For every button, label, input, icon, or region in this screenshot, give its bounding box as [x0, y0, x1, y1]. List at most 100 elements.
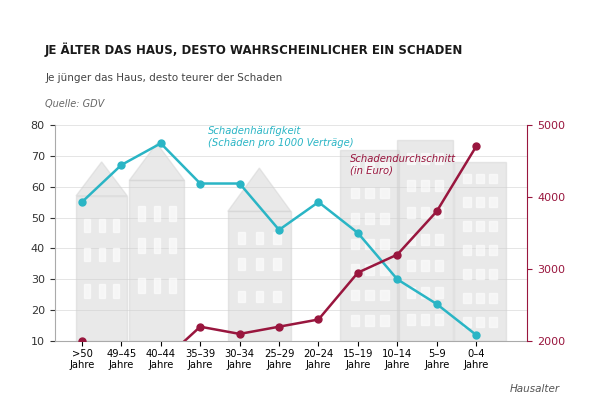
Bar	[365, 213, 374, 224]
Bar	[464, 221, 471, 231]
Bar	[350, 315, 359, 326]
Bar	[454, 162, 506, 341]
Bar	[273, 290, 281, 302]
Bar	[421, 154, 429, 164]
Bar	[435, 180, 443, 191]
Bar	[464, 269, 471, 279]
Bar	[228, 211, 291, 341]
Bar	[153, 206, 160, 220]
Bar	[365, 315, 374, 326]
Bar	[273, 232, 281, 244]
Polygon shape	[76, 162, 127, 196]
Bar	[464, 198, 471, 207]
Bar	[489, 317, 497, 327]
Bar	[435, 287, 443, 298]
Bar	[113, 219, 119, 232]
Bar	[350, 264, 359, 275]
Bar	[435, 234, 443, 245]
Bar	[84, 219, 90, 232]
Bar	[421, 314, 429, 325]
Bar	[421, 207, 429, 218]
Bar	[169, 206, 176, 220]
Bar	[407, 234, 415, 245]
Bar	[153, 278, 160, 293]
Bar	[365, 264, 374, 275]
Polygon shape	[129, 144, 184, 181]
Bar	[169, 278, 176, 293]
Bar	[435, 207, 443, 218]
Bar	[84, 248, 90, 261]
Bar	[464, 317, 471, 327]
Bar	[380, 315, 389, 326]
Bar	[129, 181, 184, 341]
Text: Hausalter: Hausalter	[510, 384, 561, 394]
Bar	[421, 260, 429, 272]
Bar	[476, 245, 484, 255]
Bar	[350, 162, 359, 173]
Bar	[476, 317, 484, 327]
Bar	[464, 245, 471, 255]
Bar	[489, 245, 497, 255]
Bar	[489, 173, 497, 183]
Bar	[380, 290, 389, 300]
Bar	[365, 188, 374, 198]
Bar	[489, 269, 497, 279]
Bar	[365, 162, 374, 173]
Bar	[476, 173, 484, 183]
Bar	[407, 154, 415, 164]
Bar	[99, 285, 105, 297]
Bar	[340, 149, 399, 341]
Bar	[238, 232, 245, 244]
Bar	[407, 314, 415, 325]
Bar	[421, 287, 429, 298]
Bar	[350, 213, 359, 224]
Bar	[380, 188, 389, 198]
Bar	[489, 198, 497, 207]
Bar	[464, 293, 471, 303]
Bar	[421, 180, 429, 191]
Bar	[238, 258, 245, 270]
Text: Je jünger das Haus, desto teurer der Schaden: Je jünger das Haus, desto teurer der Sch…	[45, 73, 282, 83]
Bar	[99, 219, 105, 232]
Bar	[421, 234, 429, 245]
Text: Schadendurchschnitt
(in Euro): Schadendurchschnitt (in Euro)	[350, 154, 456, 175]
Bar	[435, 314, 443, 325]
Bar	[464, 173, 471, 183]
Bar	[273, 258, 281, 270]
Bar	[407, 207, 415, 218]
Bar	[380, 162, 389, 173]
Bar	[76, 196, 127, 341]
Bar	[407, 287, 415, 298]
Bar	[476, 198, 484, 207]
Bar	[153, 238, 160, 253]
Bar	[350, 239, 359, 249]
Bar	[407, 260, 415, 272]
Bar	[380, 213, 389, 224]
Bar	[138, 278, 145, 293]
Bar	[365, 290, 374, 300]
Bar	[476, 293, 484, 303]
Bar	[489, 293, 497, 303]
Bar	[380, 264, 389, 275]
Bar	[256, 290, 263, 302]
Bar	[350, 188, 359, 198]
Bar	[435, 260, 443, 272]
Bar	[407, 180, 415, 191]
Text: Schadenhäufigkeit
(Schäden pro 1000 Verträge): Schadenhäufigkeit (Schäden pro 1000 Vert…	[208, 126, 354, 148]
Bar	[476, 221, 484, 231]
Bar	[256, 258, 263, 270]
Bar	[435, 154, 443, 164]
Text: JE ÄLTER DAS HAUS, DESTO WAHRSCHEINLICHER EIN SCHADEN: JE ÄLTER DAS HAUS, DESTO WAHRSCHEINLICHE…	[45, 42, 464, 57]
Polygon shape	[228, 168, 291, 211]
Bar	[138, 206, 145, 220]
Bar	[350, 290, 359, 300]
Bar	[489, 221, 497, 231]
Bar	[84, 285, 90, 297]
Bar	[256, 232, 263, 244]
Bar	[113, 248, 119, 261]
Bar	[169, 238, 176, 253]
Bar	[99, 248, 105, 261]
Bar	[238, 290, 245, 302]
Bar	[398, 140, 453, 341]
Bar	[476, 269, 484, 279]
